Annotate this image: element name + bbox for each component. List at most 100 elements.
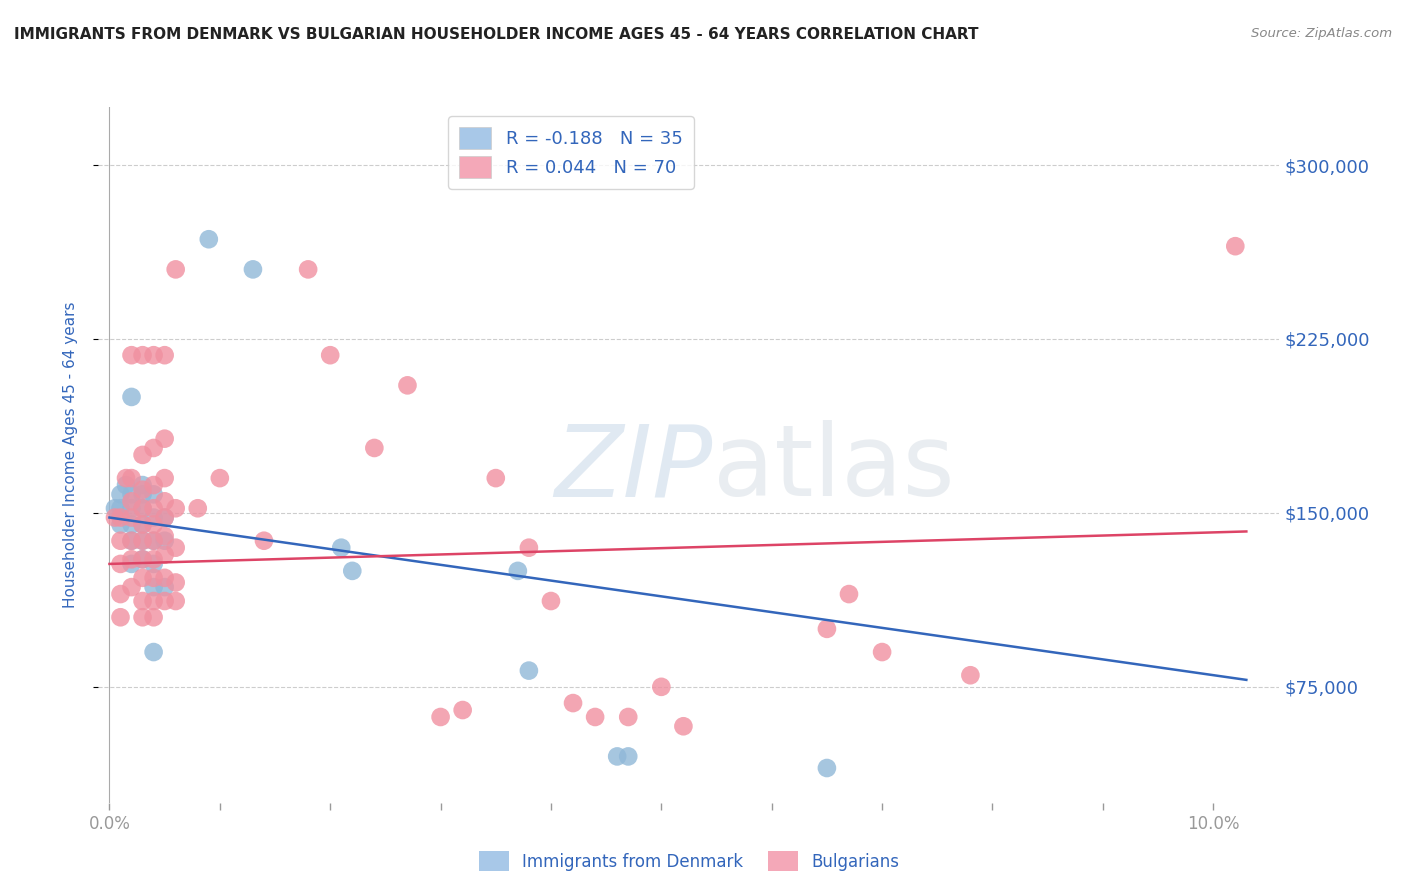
Point <box>110 501 132 516</box>
Point <box>297 262 319 277</box>
Point <box>198 232 221 246</box>
Point <box>142 510 165 524</box>
Point <box>110 510 132 524</box>
Point <box>104 501 127 516</box>
Text: ZIP: ZIP <box>554 420 713 517</box>
Point <box>131 348 153 362</box>
Point <box>131 517 153 532</box>
Point <box>838 587 860 601</box>
Point <box>110 557 132 571</box>
Point <box>121 580 143 594</box>
Point <box>142 557 165 571</box>
Y-axis label: Householder Income Ages 45 - 64 years: Householder Income Ages 45 - 64 years <box>63 301 77 608</box>
Point <box>121 552 143 566</box>
Point <box>121 501 143 516</box>
Point <box>153 548 176 562</box>
Point <box>131 552 153 566</box>
Point <box>540 594 562 608</box>
Point <box>153 432 176 446</box>
Point <box>959 668 981 682</box>
Point <box>131 594 153 608</box>
Point <box>1225 239 1247 253</box>
Point <box>142 533 165 548</box>
Point <box>672 719 695 733</box>
Point <box>429 710 451 724</box>
Point <box>110 533 132 548</box>
Point <box>121 533 143 548</box>
Point <box>142 533 165 548</box>
Text: Source: ZipAtlas.com: Source: ZipAtlas.com <box>1251 27 1392 40</box>
Point <box>187 501 209 516</box>
Point <box>121 348 143 362</box>
Point <box>517 541 540 555</box>
Point <box>562 696 585 710</box>
Point <box>131 610 153 624</box>
Point <box>142 501 165 516</box>
Point <box>617 749 640 764</box>
Point <box>165 575 187 590</box>
Point <box>153 471 176 485</box>
Point <box>330 541 353 555</box>
Point <box>121 533 143 548</box>
Point <box>110 487 132 501</box>
Point <box>121 471 143 485</box>
Point <box>142 478 165 492</box>
Point <box>121 510 143 524</box>
Point <box>110 610 132 624</box>
Point <box>153 580 176 594</box>
Point <box>142 487 165 501</box>
Point <box>815 761 838 775</box>
Point <box>617 710 640 724</box>
Point <box>131 517 153 532</box>
Point <box>208 471 231 485</box>
Point <box>121 557 143 571</box>
Point <box>110 517 132 532</box>
Point <box>131 552 153 566</box>
Point <box>153 571 176 585</box>
Point <box>650 680 672 694</box>
Point <box>121 487 143 501</box>
Point <box>131 478 153 492</box>
Point <box>165 541 187 555</box>
Point <box>104 510 127 524</box>
Point <box>131 533 153 548</box>
Point <box>153 510 176 524</box>
Point <box>131 501 153 516</box>
Point <box>121 494 143 508</box>
Point <box>115 471 138 485</box>
Point <box>142 517 165 532</box>
Point <box>121 517 143 532</box>
Point <box>363 441 385 455</box>
Point <box>142 645 165 659</box>
Text: IMMIGRANTS FROM DENMARK VS BULGARIAN HOUSEHOLDER INCOME AGES 45 - 64 YEARS CORRE: IMMIGRANTS FROM DENMARK VS BULGARIAN HOU… <box>14 27 979 42</box>
Point <box>131 533 153 548</box>
Point <box>319 348 342 362</box>
Point <box>485 471 508 485</box>
Point <box>396 378 419 392</box>
Point <box>153 529 176 543</box>
Point <box>165 594 187 608</box>
Point <box>142 610 165 624</box>
Text: atlas: atlas <box>713 420 955 517</box>
Point <box>253 533 276 548</box>
Point <box>153 594 176 608</box>
Point <box>142 348 165 362</box>
Point <box>153 510 176 524</box>
Point <box>142 580 165 594</box>
Point <box>121 390 143 404</box>
Point <box>165 262 187 277</box>
Point <box>142 571 165 585</box>
Point <box>153 494 176 508</box>
Point <box>517 664 540 678</box>
Point <box>131 448 153 462</box>
Point <box>153 348 176 362</box>
Point <box>242 262 264 277</box>
Point <box>131 571 153 585</box>
Point <box>131 501 153 516</box>
Legend: Immigrants from Denmark, Bulgarians: Immigrants from Denmark, Bulgarians <box>472 845 905 878</box>
Point <box>165 501 187 516</box>
Point <box>506 564 529 578</box>
Point <box>583 710 606 724</box>
Point <box>142 594 165 608</box>
Point <box>153 533 176 548</box>
